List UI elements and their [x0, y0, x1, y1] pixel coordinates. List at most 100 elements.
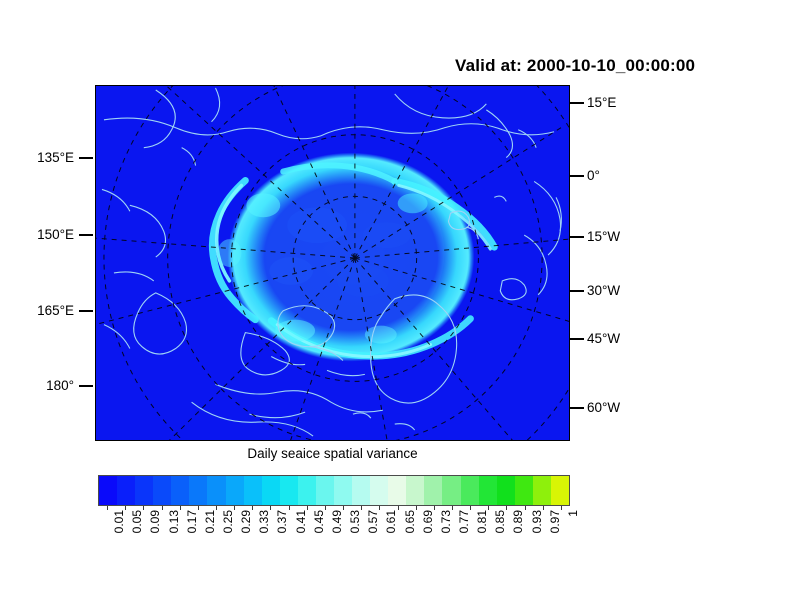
colorbar-tick-label: 0.29: [239, 510, 254, 534]
colorbar-tick: [197, 506, 199, 510]
colorbar-cell: [388, 476, 407, 505]
colorbar-labels: 0.01 0.05 0.09 0.13 0.17 0.21 0.25 0.29 0.33 0.37…: [98, 510, 580, 570]
colorbar[interactable]: [98, 475, 570, 506]
colorbar-tick-label: 0.41: [293, 510, 308, 534]
colorbar-cell: [207, 476, 226, 505]
colorbar-tick: [379, 506, 381, 510]
colorbar-tick: [252, 506, 254, 510]
colorbar-tick-label: 0.05: [130, 510, 145, 534]
axis-label-right-0: 15°E: [587, 95, 617, 110]
tick-left-3: [79, 385, 93, 387]
colorbar-cell: [478, 476, 497, 505]
colorbar-tick-label: 0.13: [166, 510, 181, 534]
colorbar-tick-label: 0.17: [184, 510, 199, 534]
colorbar-tick: [542, 506, 544, 510]
colorbar-cell: [117, 476, 136, 505]
colorbar-tick-label: 0.97: [547, 510, 562, 534]
colorbar-cell: [424, 476, 443, 505]
axis-label-left-3: 180°: [46, 378, 74, 393]
colorbar-cell: [225, 476, 244, 505]
colorbar-cell: [243, 476, 262, 505]
colorbar-cell: [442, 476, 461, 505]
colorbar-cell: [135, 476, 154, 505]
colorbar-tick-label: 0.85: [493, 510, 508, 534]
colorbar-cell: [189, 476, 208, 505]
tick-right-1: [570, 175, 584, 177]
coastlines: [101, 87, 562, 437]
page-title: Valid at: 2000-10-10_00:00:00: [455, 56, 696, 75]
tick-left-0: [79, 157, 93, 159]
colorbar-tick-label: 0.53: [348, 510, 363, 534]
colorbar-cell: [496, 476, 515, 505]
colorbar-tick: [161, 506, 163, 510]
colorbar-tick: [234, 506, 236, 510]
colorbar-tick: [560, 506, 562, 510]
colorbar-tick: [179, 506, 181, 510]
colorbar-tick: [488, 506, 490, 510]
colorbar-tick-label: 0.89: [511, 510, 526, 534]
colorbar-tick-label: 1: [565, 510, 580, 517]
colorbar-tick-label: 0.81: [475, 510, 490, 534]
colorbar-tick-label: 0.45: [311, 510, 326, 534]
colorbar-cell: [279, 476, 298, 505]
colorbar-tick: [397, 506, 399, 510]
map-svg: [96, 86, 569, 440]
colorbar-tick-label: 0.01: [112, 510, 127, 534]
colorbar-tick-label: 0.61: [384, 510, 399, 534]
map-plot-area[interactable]: [95, 85, 570, 441]
colorbar-tick-label: 0.77: [457, 510, 471, 534]
axis-label-right-3: 30°W: [587, 283, 621, 298]
colorbar-tick: [143, 506, 145, 510]
colorbar-tick-label: 0.65: [402, 510, 417, 534]
colorbar-tick: [415, 506, 417, 510]
colorbar-tick: [270, 506, 272, 510]
colorbar-tick-label: 0.57: [366, 510, 381, 534]
tick-right-0: [570, 102, 584, 104]
colorbar-cell: [550, 476, 570, 505]
colorbar-tick: [470, 506, 472, 510]
colorbar-cell: [171, 476, 190, 505]
colorbar-cell: [334, 476, 353, 505]
colorbar-ticks: [98, 506, 570, 512]
colorbar-tick-label: 0.69: [420, 510, 435, 534]
colorbar-cell: [315, 476, 335, 505]
tick-left-1: [79, 234, 93, 236]
colorbar-cell: [514, 476, 533, 505]
tick-right-5: [570, 407, 584, 409]
colorbar-tick: [452, 506, 453, 510]
colorbar-cell: [153, 476, 172, 505]
axis-label-right-1: 0°: [587, 168, 600, 183]
colorbar-tick: [343, 506, 345, 510]
colorbar-cell: [99, 476, 118, 505]
axis-label-left-2: 165°E: [37, 303, 74, 318]
axis-label-left-0: 135°E: [37, 150, 74, 165]
colorbar-tick: [125, 506, 127, 510]
plot-caption: Daily seaice spatial variance: [247, 446, 418, 461]
colorbar-tick: [361, 506, 363, 510]
axis-label-left-1: 150°E: [37, 227, 74, 242]
colorbar-tick-label: 0.93: [529, 510, 544, 534]
colorbar-tick: [324, 506, 326, 510]
colorbar-tick: [524, 506, 526, 510]
axis-label-right-4: 45°W: [587, 331, 621, 346]
tick-left-2: [79, 310, 93, 312]
colorbar-tick-label: 0.25: [221, 510, 235, 534]
colorbar-tick-label: 0.73: [438, 510, 453, 534]
colorbar-tick: [506, 506, 508, 510]
colorbar-tick-label: 0.33: [257, 510, 272, 534]
tick-right-3: [570, 290, 584, 292]
colorbar-tick: [306, 506, 308, 510]
colorbar-tick-label: 0.49: [329, 510, 344, 534]
colorbar-tick-label: 0.09: [148, 510, 163, 534]
colorbar-tick: [216, 506, 217, 510]
colorbar-cell: [406, 476, 425, 505]
colorbar-tick: [288, 506, 290, 510]
tick-right-4: [570, 338, 584, 340]
colorbar-tick-label: 0.37: [275, 510, 290, 534]
graticule: [96, 86, 569, 440]
colorbar-tick: [107, 506, 109, 510]
colorbar-cell: [370, 476, 389, 505]
colorbar-tick-label: 0.21: [202, 510, 217, 534]
axis-label-right-5: 60°W: [587, 400, 621, 415]
colorbar-cell: [532, 476, 551, 505]
